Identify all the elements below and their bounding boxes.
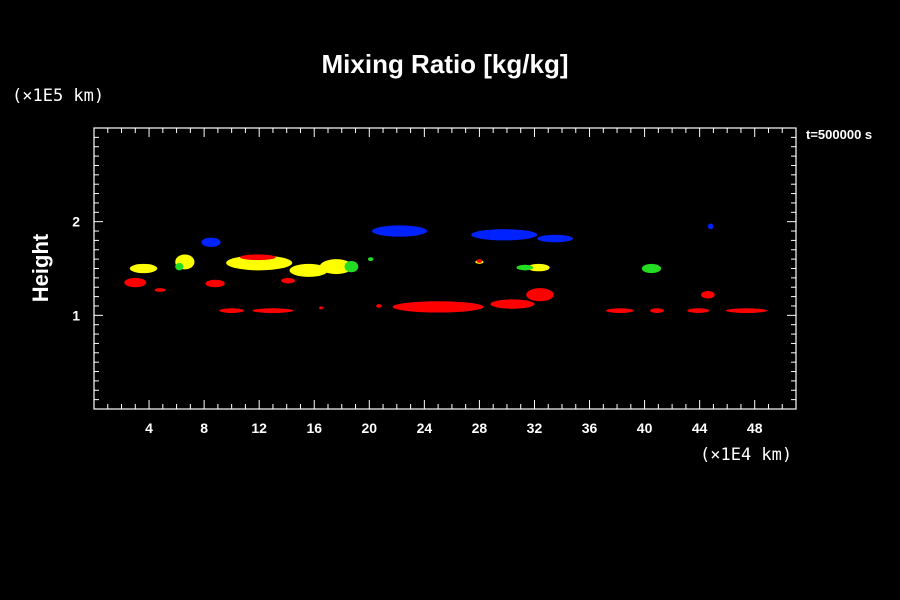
red-region-23: [252, 308, 294, 313]
red-region-34: [376, 304, 382, 308]
y-tick-label-2: 2: [72, 214, 80, 230]
yellow-region-8: [289, 263, 328, 277]
yellow-region-5: [129, 263, 158, 274]
x-tick-label-32: 32: [527, 420, 543, 436]
blue-region-3: [537, 234, 574, 243]
plot-frame: [93, 127, 797, 410]
yellow-region-9: [319, 259, 353, 275]
x-tick-label-24: 24: [417, 420, 433, 436]
red-region-24: [392, 301, 484, 313]
y-tick-label-1: 1: [72, 307, 80, 323]
x-tick-label-48: 48: [747, 420, 763, 436]
x-tick-label-20: 20: [362, 420, 378, 436]
chart-title: Mixing Ratio [kg/kg]: [322, 49, 569, 79]
y-axis-label: Height: [28, 233, 53, 302]
red-region-29: [687, 308, 710, 313]
time-label: t=500000 s: [806, 127, 872, 142]
red-region-28: [650, 308, 664, 313]
x-tick-label-12: 12: [251, 420, 267, 436]
green-region-12: [344, 261, 359, 273]
red-region-22: [219, 308, 245, 313]
red-region-33: [319, 306, 324, 310]
red-region-27: [606, 308, 634, 313]
blue-region-1: [372, 225, 428, 237]
x-tick-label-8: 8: [200, 420, 208, 436]
blue-region-2: [471, 229, 538, 241]
red-region-26: [526, 288, 554, 302]
red-region-25: [490, 299, 535, 309]
green-region-15: [175, 262, 184, 271]
x-tick-label-28: 28: [472, 420, 488, 436]
green-region-13: [516, 264, 534, 271]
green-region-14: [641, 263, 662, 274]
red-region-17: [124, 277, 147, 288]
red-region-30: [701, 290, 715, 299]
blue-region-4: [707, 223, 714, 230]
y-axis-ticks: 12: [72, 136, 796, 401]
x-tick-label-4: 4: [145, 420, 153, 436]
x-tick-label-44: 44: [692, 420, 708, 436]
x-unit-label: (×1E4 km): [700, 445, 792, 465]
green-region-16: [367, 257, 374, 262]
y-unit-label: (×1E5 km): [12, 86, 104, 106]
yellow-region-7: [226, 255, 293, 271]
mixing-ratio-field: [124, 223, 768, 313]
red-region-32: [476, 259, 483, 263]
red-region-18: [154, 288, 166, 292]
blue-region-0: [201, 237, 221, 247]
x-tick-label-36: 36: [582, 420, 598, 436]
yellow-region-10: [527, 263, 550, 272]
x-tick-label-16: 16: [306, 420, 322, 436]
x-tick-label-40: 40: [637, 420, 653, 436]
plot-axes: [93, 127, 797, 410]
x-axis-ticks: 4 8 12 16 20 24 28 32 36 40 44 48: [107, 128, 783, 436]
red-region-31: [725, 308, 768, 313]
red-region-19: [205, 279, 225, 288]
red-region-20: [239, 254, 276, 261]
red-region-21: [281, 277, 295, 284]
